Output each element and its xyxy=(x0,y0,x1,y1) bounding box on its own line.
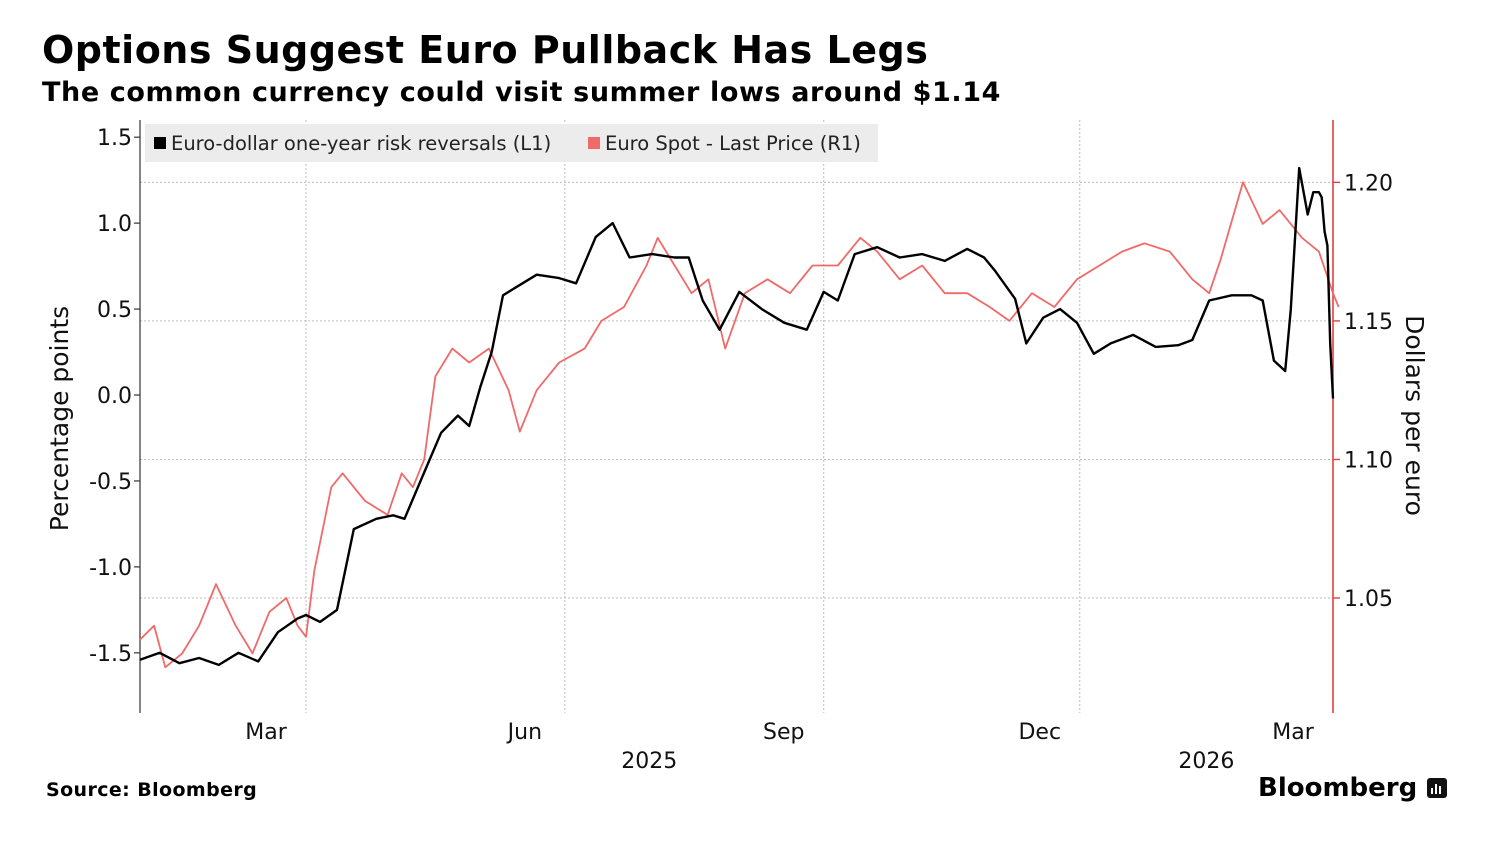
x-axis-year-label: 2026 xyxy=(1178,749,1234,774)
x-axis-tick-label: Mar xyxy=(245,720,287,745)
right-axis-tick-label: 1.15 xyxy=(1344,310,1393,335)
left-axis-tick-label: 0.0 xyxy=(97,384,132,409)
right-axis-tick-label: 1.05 xyxy=(1344,587,1393,612)
x-axis-tick-label: Dec xyxy=(1018,720,1061,745)
left-axis-tick-label: -0.5 xyxy=(89,470,132,495)
x-axis-year-label: 2025 xyxy=(621,749,677,774)
source-note: Source: Bloomberg xyxy=(46,779,258,801)
brand-logo: Bloomberg xyxy=(1258,773,1448,803)
right-axis-tick-label: 1.20 xyxy=(1344,171,1393,196)
series-line-euro-spot xyxy=(139,181,1340,669)
left-axis-tick-label: 1.0 xyxy=(97,212,132,237)
legend-box xyxy=(145,124,878,162)
left-axis-tick-label: 1.5 xyxy=(97,126,132,151)
legend-label: Euro Spot - Last Price (R1) xyxy=(605,132,861,155)
x-axis-tick-label: Mar xyxy=(1272,720,1314,745)
brand-name: Bloomberg xyxy=(1258,773,1418,803)
series-line-risk-reversals xyxy=(139,166,1335,667)
legend-label: Euro-dollar one-year risk reversals (L1) xyxy=(171,132,551,155)
x-axis-tick-label: Jun xyxy=(506,720,542,745)
legend-swatch xyxy=(154,137,166,149)
bloomberg-mark-icon xyxy=(1427,778,1448,798)
left-axis-tick-label: -1.5 xyxy=(89,642,132,667)
x-axis-tick-label: Sep xyxy=(763,720,804,745)
left-axis-tick-label: 0.5 xyxy=(97,298,132,323)
right-axis-tick-label: 1.10 xyxy=(1344,448,1393,473)
legend-swatch xyxy=(588,137,600,149)
chart-title: Options Suggest Euro Pullback Has Legs xyxy=(42,28,929,72)
chart-subtitle: The common currency could visit summer l… xyxy=(42,77,1002,108)
left-axis-title: Percentage points xyxy=(45,306,74,531)
right-axis-title: Dollars per euro xyxy=(1400,315,1429,516)
left-axis-tick-label: -1.0 xyxy=(89,556,132,581)
